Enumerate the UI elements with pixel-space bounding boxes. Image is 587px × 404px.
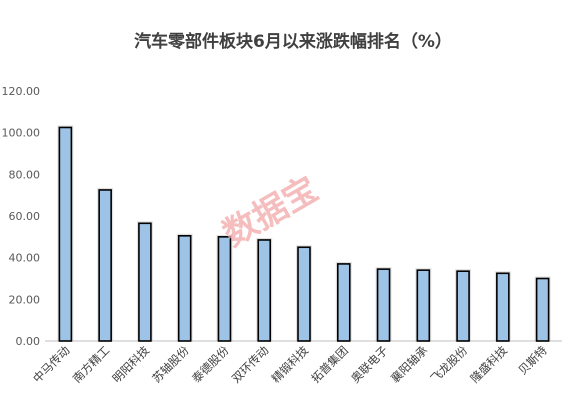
bar: [98, 189, 112, 342]
x-category-label: 拓普集团: [308, 343, 350, 385]
bar: [535, 277, 550, 342]
bars-group: [57, 125, 551, 342]
y-tick-label: 100.00: [2, 127, 41, 140]
x-category-label: 飞龙股份: [428, 343, 471, 386]
x-category-label: 苏轴股份: [149, 343, 192, 386]
x-category-label: 襄阳轴承: [388, 343, 431, 386]
bar: [138, 222, 152, 342]
bar: [177, 234, 192, 342]
bar: [297, 246, 311, 342]
bar: [376, 268, 391, 342]
y-tick-label: 80.00: [9, 168, 41, 181]
y-tick-label: 20.00: [9, 293, 41, 306]
x-category-label: 隆盛科技: [468, 343, 511, 386]
y-tick-label: 40.00: [9, 252, 41, 265]
bar: [336, 263, 351, 342]
bar: [456, 270, 470, 342]
bar: [217, 236, 232, 342]
bar: [416, 269, 431, 342]
bar: [496, 272, 510, 342]
y-axis-ticks: 0.00 20.00 40.00 60.00 80.00 100.00 120.00: [2, 85, 41, 348]
chart-title: 汽车零部件板块6月以来涨跌幅排名（%）: [134, 31, 452, 52]
y-tick-label: 60.00: [9, 210, 41, 223]
y-tick-label: 120.00: [2, 85, 41, 98]
category-labels: 中马传动南方精工明阳科技苏轴股份泰德股份双环传动精锻科技拓普集团奥联电子襄阳轴承…: [30, 343, 550, 386]
x-category-label: 贝斯特: [515, 343, 550, 378]
bar: [58, 126, 73, 342]
x-category-label: 泰德股份: [189, 343, 232, 386]
y-tick-label: 0.00: [16, 335, 41, 348]
x-category-label: 双环传动: [229, 343, 271, 385]
x-category-label: 南方精工: [70, 343, 112, 385]
bar: [257, 239, 272, 342]
x-category-label: 精锻科技: [269, 343, 312, 386]
x-category-label: 明阳科技: [110, 343, 153, 386]
x-category-label: 奥联电子: [348, 343, 390, 385]
x-category-label: 中马传动: [30, 343, 72, 385]
